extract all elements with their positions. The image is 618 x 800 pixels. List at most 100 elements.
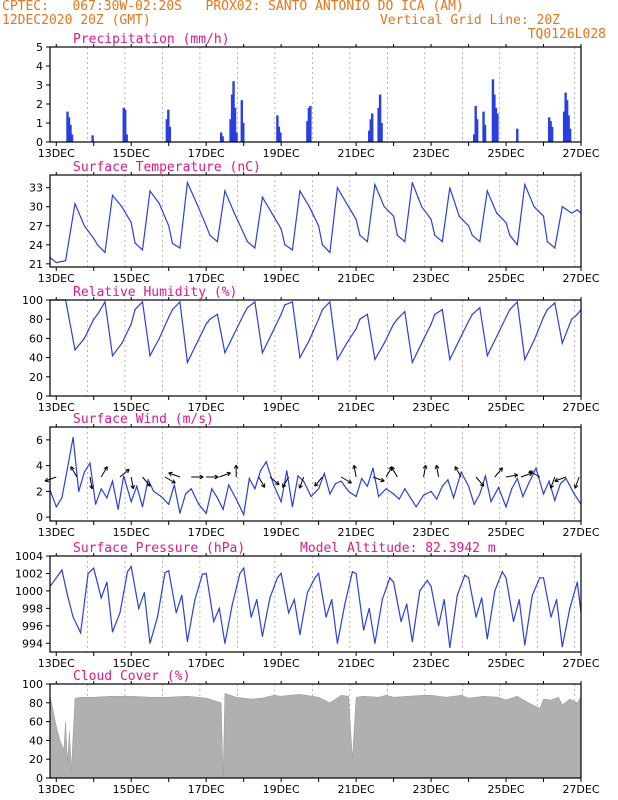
data-point <box>111 194 114 196</box>
data-point <box>436 498 438 500</box>
panel-title: Relative Humidity (%) <box>73 285 237 300</box>
precip-bar <box>377 107 380 142</box>
data-point <box>80 632 82 634</box>
data-point <box>336 358 338 361</box>
data-point <box>396 318 398 320</box>
data-point <box>467 577 470 579</box>
wind-arrow-head <box>380 480 385 483</box>
data-point <box>104 301 106 303</box>
wind-arrow-head <box>130 485 134 490</box>
precip-bar <box>242 123 245 142</box>
data-point <box>430 218 432 221</box>
x-tick-label: 19DEC <box>263 147 300 160</box>
data-point <box>329 301 331 303</box>
x-tick-label: 25DEC <box>487 657 524 670</box>
data-point <box>93 318 95 320</box>
wind-arrow-head <box>298 484 301 489</box>
data-point <box>542 215 545 217</box>
data-point <box>509 234 511 236</box>
data-point <box>318 572 320 575</box>
data-point <box>186 361 189 363</box>
data-point <box>323 472 325 474</box>
wind-arrow-head <box>314 484 319 487</box>
panel-frame <box>49 46 582 143</box>
data-point <box>213 620 215 623</box>
data-point <box>141 301 144 303</box>
data-point <box>248 477 250 480</box>
precip-bar <box>369 119 372 142</box>
wind-arrow <box>574 476 580 489</box>
wind-arrow-head <box>554 477 558 482</box>
data-point <box>228 484 230 486</box>
data-point <box>486 190 488 192</box>
panel-6: 0 20 40 60 80 100 13DEC 15DEC 17DEC 19DEC 21DEC 23D… <box>22 669 600 796</box>
data-point <box>104 251 106 254</box>
wind-arrow-head <box>91 484 94 489</box>
wind-arrow-head <box>574 485 579 489</box>
data-point <box>284 304 286 306</box>
data-point <box>168 225 170 227</box>
precip-bar <box>125 134 128 142</box>
data-point <box>306 592 308 594</box>
series-line <box>49 180 582 264</box>
data-point <box>479 493 481 495</box>
precip-bar <box>567 115 570 142</box>
panel-frame <box>49 174 582 268</box>
y-tick-label: 1002 <box>15 567 43 580</box>
data-point <box>404 241 406 243</box>
x-tick-label: 19DEC <box>263 783 300 796</box>
wind-arrow <box>353 465 357 478</box>
y-tick-label: 80 <box>29 697 43 710</box>
data-point <box>318 225 320 227</box>
data-point <box>479 307 481 309</box>
data-point <box>216 497 219 499</box>
x-tick-label: 15DEC <box>113 272 150 285</box>
precip-bar <box>221 136 224 142</box>
data-point <box>61 497 63 499</box>
data-point <box>366 485 368 487</box>
data-point <box>467 485 470 487</box>
y-tick-label: 0 <box>36 390 43 403</box>
wind-arrow-head <box>352 465 355 470</box>
data-point <box>486 355 488 357</box>
data-point <box>325 616 327 618</box>
x-tick-label: 15DEC <box>113 401 150 414</box>
data-point <box>106 497 108 499</box>
data-point <box>539 577 541 579</box>
data-point <box>261 196 264 198</box>
wind-arrow-head <box>168 471 173 474</box>
data-point <box>66 594 69 596</box>
x-tick-label: 17DEC <box>188 783 225 796</box>
data-point <box>355 495 357 498</box>
panel-title: Cloud Cover (%) <box>73 669 190 684</box>
data-point <box>149 190 151 192</box>
wind-arrow <box>494 467 503 478</box>
data-point <box>572 492 575 494</box>
wind-arrow-head <box>425 465 428 470</box>
data-point <box>205 572 207 575</box>
x-tick-label: 21DEC <box>338 657 375 670</box>
wind-arrow-head <box>233 464 237 469</box>
precip-bar <box>232 81 235 142</box>
data-point <box>89 462 91 464</box>
data-point <box>329 251 331 254</box>
data-point <box>569 607 571 609</box>
wind-arrow-head <box>226 471 231 474</box>
data-point <box>93 237 95 240</box>
data-point <box>419 590 421 592</box>
data-point <box>443 599 445 601</box>
data-point <box>374 358 376 361</box>
data-point <box>269 597 271 599</box>
precip-bar <box>562 111 566 142</box>
data-point <box>158 337 160 339</box>
precip-bar <box>475 119 479 142</box>
data-point <box>524 644 526 646</box>
y-tick-label: 21 <box>29 258 43 271</box>
header-model-code: TQ0126L028 <box>527 27 606 42</box>
wind-arrow-head <box>434 465 437 470</box>
panel-5: 994 996 998 1000 1002 1004 13DEC 15DEC 17DEC 19DE… <box>15 541 600 670</box>
data-point <box>168 570 170 572</box>
data-point <box>404 310 406 313</box>
data-point <box>355 218 357 221</box>
precip-bar <box>309 105 312 142</box>
